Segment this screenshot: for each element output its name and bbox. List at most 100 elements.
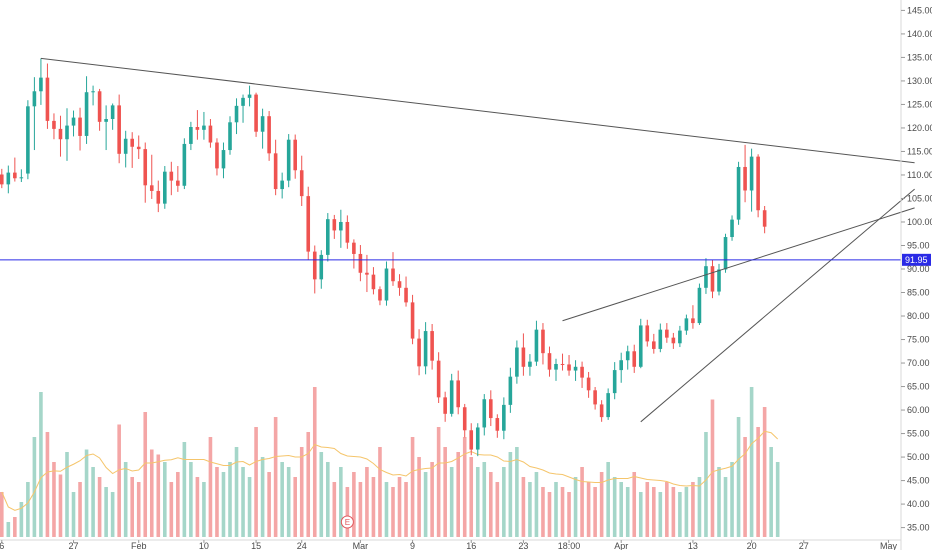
candle-body bbox=[619, 360, 623, 371]
volume-bar bbox=[0, 492, 4, 537]
candle-body bbox=[475, 427, 480, 450]
volume-bar bbox=[456, 452, 460, 537]
candle-body bbox=[267, 116, 271, 154]
candle-body bbox=[149, 185, 154, 191]
volume-bar bbox=[136, 482, 141, 537]
candle-body bbox=[358, 253, 363, 273]
volume-bar bbox=[567, 492, 571, 537]
earnings-badge[interactable] bbox=[340, 515, 354, 529]
volume-bar bbox=[652, 487, 656, 537]
volume-bars bbox=[0, 387, 780, 537]
candle-body bbox=[319, 254, 324, 280]
earnings-marker[interactable]: E bbox=[340, 515, 354, 529]
candle-body bbox=[117, 105, 121, 154]
volume-bar bbox=[221, 472, 226, 537]
volume-bar bbox=[234, 447, 239, 537]
volume-bar bbox=[547, 492, 552, 537]
candle-body bbox=[449, 380, 454, 414]
price-tick-label: 50.00 bbox=[907, 452, 930, 462]
volume-bar bbox=[430, 462, 434, 537]
candle-body bbox=[443, 397, 447, 414]
volume-bar bbox=[502, 467, 506, 537]
candle-body bbox=[547, 353, 552, 370]
price-tick-label: 85.00 bbox=[907, 288, 930, 298]
candle-body bbox=[391, 268, 395, 282]
candle-body bbox=[156, 190, 161, 204]
candle-body bbox=[691, 318, 695, 324]
volume-bar bbox=[78, 482, 82, 537]
volume-bar bbox=[417, 457, 421, 537]
candle-body bbox=[365, 272, 369, 275]
time-axis[interactable]: 6 27 Feb 10 15 24 Mar 9 16 23 18:00 Apr 13 20 27 May bbox=[0, 539, 901, 550]
candle-body bbox=[743, 166, 747, 191]
volume-bar bbox=[371, 477, 376, 537]
volume-bar bbox=[775, 462, 780, 537]
trendline[interactable] bbox=[562, 207, 915, 322]
trendline[interactable] bbox=[640, 188, 915, 423]
volume-bar bbox=[508, 452, 513, 537]
candle-body bbox=[169, 171, 174, 181]
volume-bar bbox=[482, 462, 487, 537]
candlesticks bbox=[0, 58, 767, 457]
candle-body bbox=[625, 351, 630, 361]
candle-body bbox=[332, 219, 337, 231]
candle-body bbox=[247, 94, 252, 98]
price-axis[interactable]: 35.00 40.00 45.00 50.00 55.00 60.00 65.00 70.00… bbox=[900, 0, 932, 550]
volume-bar bbox=[606, 462, 610, 537]
volume-bar bbox=[378, 447, 382, 537]
volume-bar bbox=[593, 487, 597, 537]
trendlines[interactable] bbox=[40, 57, 915, 423]
volume-bar bbox=[756, 427, 760, 537]
volume-bar bbox=[449, 467, 454, 537]
candle-body bbox=[723, 237, 728, 270]
candle-body bbox=[143, 149, 148, 186]
volume-bar bbox=[436, 427, 441, 537]
price-tick-label: 65.00 bbox=[907, 382, 930, 392]
price-tick-label: 80.00 bbox=[907, 311, 930, 321]
candle-body bbox=[554, 363, 558, 370]
candle-body bbox=[417, 338, 421, 367]
volume-bar bbox=[267, 472, 271, 537]
volume-bar bbox=[704, 432, 708, 537]
candle-body bbox=[495, 418, 500, 431]
candle-body bbox=[710, 266, 715, 292]
volume-bar bbox=[247, 477, 252, 537]
candle-body bbox=[697, 287, 702, 324]
volume-bar bbox=[573, 477, 578, 537]
volume-bar bbox=[130, 477, 134, 537]
candle-body bbox=[110, 105, 115, 120]
time-tick-label: 27 bbox=[799, 541, 809, 550]
candle-body bbox=[515, 347, 519, 377]
candle-body bbox=[91, 91, 95, 93]
volume-bar bbox=[339, 467, 343, 537]
candle-body bbox=[658, 329, 663, 349]
price-level-tag-label: 91.95 bbox=[905, 255, 928, 265]
candle-body bbox=[273, 153, 278, 190]
volume-bar bbox=[32, 437, 37, 537]
candle-body bbox=[136, 146, 141, 150]
candle-body bbox=[593, 390, 597, 405]
volume-bar bbox=[599, 472, 604, 537]
candle-body bbox=[678, 330, 682, 344]
volume-bar bbox=[358, 482, 363, 537]
volume-bar bbox=[299, 447, 304, 537]
trendline[interactable] bbox=[40, 57, 915, 164]
volume-bar bbox=[26, 482, 30, 537]
price-level-tag[interactable] bbox=[902, 253, 931, 266]
candle-body bbox=[534, 329, 539, 362]
candle-body bbox=[645, 325, 650, 342]
volume-bar bbox=[97, 477, 102, 537]
price-tick-label: 45.00 bbox=[907, 476, 930, 486]
candle-body bbox=[456, 380, 460, 408]
candle-body bbox=[430, 331, 434, 361]
volume-bar bbox=[326, 462, 330, 537]
candle-body bbox=[652, 341, 656, 349]
price-tick-label: 135.00 bbox=[907, 52, 932, 62]
horizontal-price-line[interactable]: 91.95 bbox=[0, 253, 931, 266]
volume-bar bbox=[39, 392, 43, 537]
time-tick-label: 24 bbox=[297, 541, 307, 550]
volume-bar bbox=[736, 417, 741, 537]
price-tick-label: 140.00 bbox=[907, 29, 932, 39]
candle-body bbox=[312, 251, 317, 280]
